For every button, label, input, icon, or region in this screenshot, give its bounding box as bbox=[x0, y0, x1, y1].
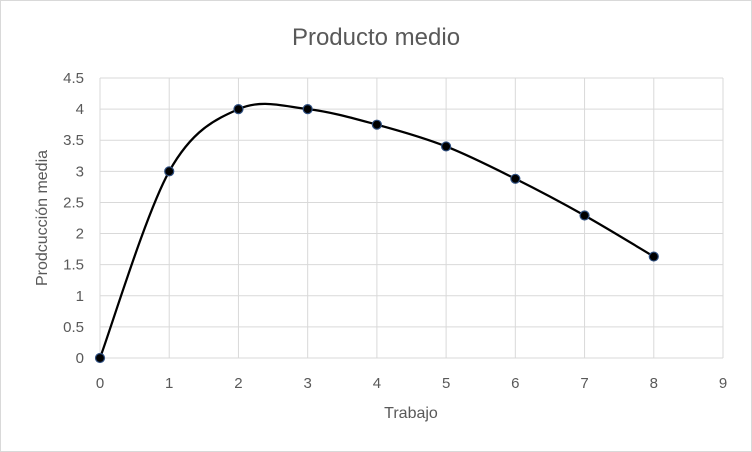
y-tick-label: 3 bbox=[76, 163, 84, 180]
data-point bbox=[648, 251, 659, 262]
data-point bbox=[94, 352, 106, 364]
y-tick-label: 4.5 bbox=[63, 70, 84, 87]
x-tick-label: 6 bbox=[511, 375, 519, 392]
data-point bbox=[441, 141, 452, 152]
x-tick-label: 8 bbox=[650, 375, 658, 392]
x-tick-label: 9 bbox=[719, 375, 727, 392]
x-axis-label: Trabajo bbox=[384, 405, 438, 422]
y-tick-label: 0 bbox=[76, 350, 84, 367]
data-point bbox=[510, 173, 521, 184]
x-tick-label: 5 bbox=[442, 375, 450, 392]
data-point bbox=[302, 104, 313, 115]
data-point bbox=[371, 119, 382, 130]
data-point bbox=[233, 104, 244, 115]
chart-title: Producto medio bbox=[292, 24, 460, 51]
x-tick-label: 0 bbox=[96, 375, 104, 392]
y-axis-label: Prodcucción media bbox=[34, 150, 51, 286]
y-tick-label: 1 bbox=[76, 288, 84, 305]
x-axis-ticks: 0 1 2 3 4 5 6 7 8 9 bbox=[96, 375, 727, 392]
y-tick-label: 2.5 bbox=[63, 194, 84, 211]
x-tick-label: 1 bbox=[165, 375, 173, 392]
y-tick-label: 3.5 bbox=[63, 132, 84, 149]
x-tick-label: 2 bbox=[234, 375, 242, 392]
y-axis-ticks: 0 0.5 1 1.5 2 2.5 3 3.5 4 4.5 bbox=[63, 70, 84, 367]
series-points bbox=[94, 104, 659, 364]
x-tick-label: 4 bbox=[373, 375, 381, 392]
x-tick-label: 3 bbox=[303, 375, 311, 392]
x-tick-label: 7 bbox=[580, 375, 588, 392]
y-tick-label: 0.5 bbox=[63, 319, 84, 336]
grid bbox=[99, 77, 724, 359]
data-point bbox=[579, 210, 590, 221]
y-tick-label: 1.5 bbox=[63, 257, 84, 274]
data-point bbox=[164, 166, 175, 177]
y-tick-label: 2 bbox=[76, 226, 84, 243]
y-tick-label: 4 bbox=[76, 101, 84, 118]
